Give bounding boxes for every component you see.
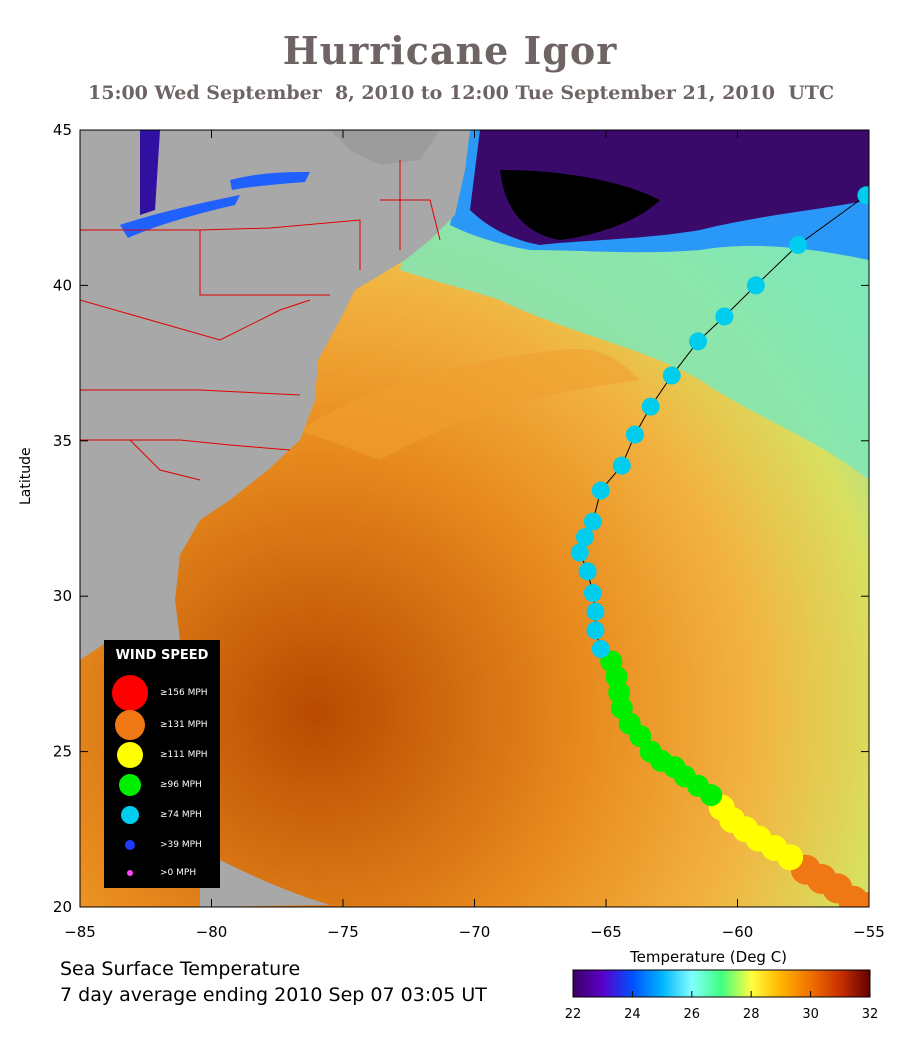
map-subtitle: 15:00 Wed September 8, 2010 to 12:00 Tue…: [88, 82, 835, 104]
legend-title: WIND SPEED: [115, 648, 209, 663]
lake-erie: [120, 195, 240, 238]
colorbar-tick-label: 30: [802, 1007, 819, 1022]
track-point: [662, 366, 681, 385]
track-point: [575, 528, 594, 547]
x-tick-label: −65: [590, 923, 622, 941]
map-axes: −85 −80 −75 −70 −65 −60 −55 45 40 35 30 25 20: [53, 121, 885, 941]
track-point: [578, 562, 597, 581]
y-tick-label: 30: [53, 587, 72, 605]
legend-label: >0 MPH: [160, 868, 197, 878]
track-point: [583, 584, 602, 603]
legend-label: ≥96 MPH: [160, 780, 202, 790]
legend-item: >39 MPH: [104, 830, 220, 860]
colorbar-ticks: 22 24 26 28 30 32: [565, 991, 879, 1022]
x-tick-label: −55: [853, 923, 885, 941]
cuba-landmass: [200, 850, 330, 907]
x-tick-label: −60: [722, 923, 754, 941]
colorbar-tick-label: 24: [624, 1007, 641, 1022]
us-landmass: [80, 130, 470, 640]
colorbar-tick-label: 32: [862, 1007, 879, 1022]
legend-swatch: [125, 840, 135, 850]
colorbar-tick-label: 28: [743, 1007, 760, 1022]
legend-swatch: [127, 870, 133, 876]
legend-label: ≥111 MPH: [160, 750, 208, 760]
legend-label: ≥74 MPH: [160, 810, 202, 820]
track-point: [583, 512, 602, 531]
track-point: [715, 307, 734, 326]
gulf-of-maine-water: [500, 170, 660, 240]
y-tick-label: 25: [53, 743, 72, 761]
lake-ontario: [230, 172, 310, 190]
y-tick-label: 40: [53, 276, 72, 294]
legend-item: >0 MPH: [104, 858, 220, 888]
x-tick-label: −75: [327, 923, 359, 941]
y-tick-label: 35: [53, 432, 72, 450]
legend-item: ≥74 MPH: [104, 800, 220, 830]
y-axis-label: Latitude: [18, 447, 34, 505]
florida-landmass: [80, 595, 110, 660]
legend-label: >39 MPH: [160, 840, 202, 850]
colorbar-tick-label: 26: [684, 1007, 701, 1022]
gulf-stream-band: [300, 349, 640, 460]
legend-swatch: [112, 675, 148, 711]
legend-swatch: [121, 806, 139, 824]
x-tick-label: −70: [459, 923, 491, 941]
footer-line-2: 7 day average ending 2010 Sep 07 03:05 U…: [60, 984, 487, 1006]
track-point: [570, 543, 589, 562]
track-point: [788, 235, 807, 254]
wind-speed-legend: WIND SPEED ≥156 MPH ≥131 MPH ≥111 MPH ≥96 M…: [104, 640, 220, 888]
legend-item: ≥111 MPH: [104, 740, 220, 770]
track-point: [591, 481, 610, 500]
track-point: [612, 456, 631, 475]
track-point: [586, 602, 605, 621]
track-point: [689, 332, 708, 351]
x-tick-label: −85: [64, 923, 96, 941]
legend-label: ≥131 MPH: [160, 720, 208, 730]
map-title: Hurricane Igor: [282, 28, 618, 73]
colorbar: [572, 969, 871, 998]
map-plot-area: [80, 130, 869, 907]
colorbar-tick-label: 22: [565, 1007, 582, 1022]
legend-item: ≥131 MPH: [104, 710, 220, 740]
legend-item: ≥96 MPH: [104, 770, 220, 800]
track-point: [639, 740, 662, 763]
state-borders: [80, 160, 441, 481]
track-point: [591, 640, 610, 659]
legend-swatch: [115, 710, 145, 740]
storm-track-points: [570, 186, 869, 907]
y-tick-label: 45: [53, 121, 72, 139]
legend-label: ≥156 MPH: [160, 688, 208, 698]
track-point: [586, 621, 605, 640]
lake-huron: [140, 130, 160, 215]
legend-item: ≥156 MPH: [104, 675, 220, 711]
track-point: [641, 397, 660, 416]
colorbar-title: Temperature (Deg C): [630, 948, 788, 966]
y-tick-label: 20: [53, 898, 72, 916]
footer-line-1: Sea Surface Temperature: [60, 958, 301, 980]
x-tick-label: −80: [196, 923, 228, 941]
legend-swatch: [119, 774, 141, 796]
legend-swatch: [117, 742, 143, 768]
track-point: [625, 425, 644, 444]
track-point: [746, 276, 765, 295]
track-point: [857, 186, 869, 205]
